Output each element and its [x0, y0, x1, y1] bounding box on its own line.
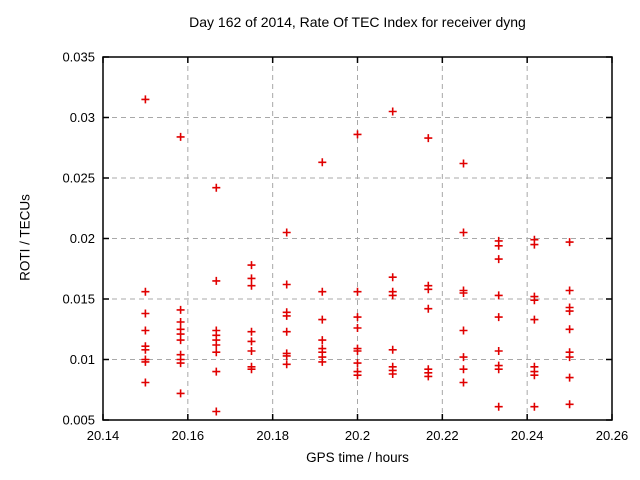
x-tick-label: 20.16 [172, 428, 205, 443]
y-tick-label: 0.02 [70, 231, 95, 246]
y-tick-label: 0.035 [62, 50, 95, 65]
y-tick-label: 0.03 [70, 110, 95, 125]
y-axis-label: ROTI / TECUs [17, 194, 33, 281]
plot-border [102, 56, 613, 421]
x-tick-label: 20.22 [426, 428, 459, 443]
x-tick-label: 20.24 [511, 428, 544, 443]
y-tick-label: 0.015 [62, 292, 95, 307]
y-tick-label: 0.01 [70, 352, 95, 367]
x-tick-label: 20.2 [345, 428, 370, 443]
x-axis-label: GPS time / hours [306, 450, 409, 465]
data-points [141, 95, 574, 416]
x-tick-label: 20.18 [256, 428, 289, 443]
x-tick-label: 20.14 [87, 428, 120, 443]
chart-title: Day 162 of 2014, Rate Of TEC Index for r… [189, 14, 526, 30]
x-tick-label: 20.26 [596, 428, 629, 443]
y-tick-label: 0.025 [62, 171, 95, 186]
y-tick-label: 0.005 [62, 413, 95, 428]
